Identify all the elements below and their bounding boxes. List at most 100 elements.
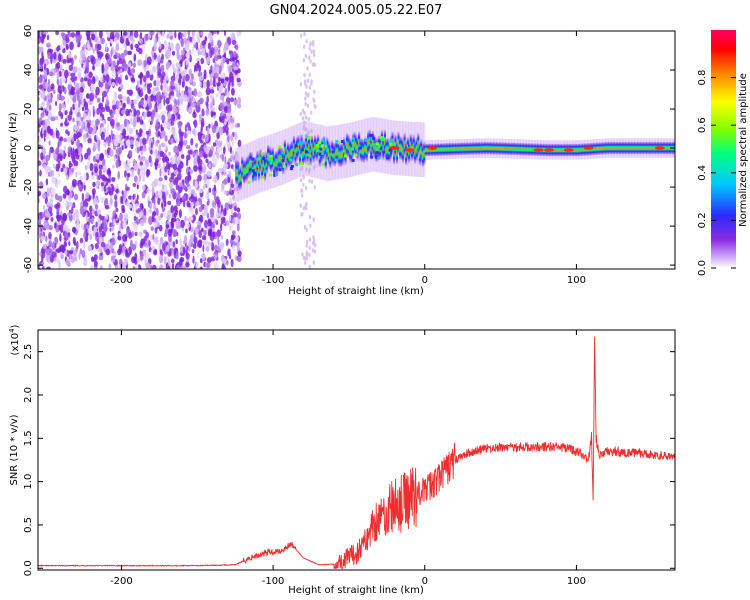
ridge-cell: [351, 147, 355, 151]
noise-cell: [210, 35, 214, 41]
ridge-core: [421, 143, 424, 168]
ridge-core: [482, 141, 485, 155]
noise-cell: [72, 202, 76, 209]
noise-cell: [199, 266, 203, 269]
streak-cell: [299, 111, 302, 117]
noise-cell: [182, 198, 186, 208]
colorbar: 0.0 0.2 0.4 0.6 0.8 Normalized spectral ampl…: [697, 30, 749, 276]
noise-cell: [179, 132, 184, 141]
ridge-core: [247, 155, 250, 179]
ridge-core: [650, 141, 653, 155]
noise-cell: [58, 53, 62, 63]
noise-cell: [102, 165, 107, 172]
streak-cell: [303, 73, 306, 78]
ridge-core: [402, 139, 405, 163]
noise-cell: [165, 61, 171, 68]
noise-cell: [218, 76, 221, 82]
noise-cell: [164, 184, 168, 193]
noise-cell: [103, 119, 106, 125]
ridge-core: [344, 141, 347, 165]
noise-cell: [173, 211, 177, 218]
noise-cell: [211, 124, 217, 134]
noise-cell: [164, 145, 167, 151]
noise-cell: [217, 205, 220, 214]
snr-frame: [37, 329, 676, 571]
noise-cell: [206, 170, 212, 178]
noise-cell: [155, 208, 159, 216]
noise-cell: [83, 258, 88, 267]
ridge-cell: [275, 173, 278, 177]
noise-cell: [201, 40, 206, 46]
ridge-cell: [364, 138, 368, 142]
noise-cell: [110, 113, 114, 119]
noise-cell: [110, 216, 113, 221]
noise-cell: [137, 132, 143, 137]
noise-cell: [148, 209, 153, 214]
noise-cell: [55, 181, 58, 188]
noise-cell: [228, 170, 232, 178]
streak-cell: [302, 206, 306, 211]
noise-cell: [76, 94, 80, 102]
noise-cell: [170, 172, 175, 180]
noise-cell: [178, 182, 183, 187]
ridge-core: [494, 142, 497, 155]
ridge-core: [664, 141, 667, 155]
ridge-cell: [295, 163, 299, 167]
noise-cell: [224, 42, 229, 51]
noise-cell: [209, 234, 215, 242]
noise-cell: [51, 241, 56, 250]
noise-cell: [98, 237, 102, 244]
noise-cell: [134, 140, 139, 147]
noise-cell: [115, 188, 119, 194]
noise-cell: [213, 193, 217, 201]
ridge-core: [260, 155, 264, 180]
noise-cell: [185, 228, 188, 234]
ridge-core: [321, 137, 324, 161]
noise-cell: [163, 200, 167, 207]
noise-cell: [123, 190, 127, 198]
ridge-core: [441, 143, 444, 156]
noise-cell: [204, 153, 208, 159]
noise-cell: [162, 156, 167, 163]
noise-cell: [197, 165, 203, 172]
noise-cell: [112, 103, 117, 111]
ridge-core: [250, 151, 253, 176]
noise-cell: [155, 38, 158, 44]
colorbar-label: Normalized spectral amplitude: [738, 73, 749, 227]
ridge-core: [439, 143, 443, 156]
ridge-core: [238, 167, 241, 191]
noise-cell: [170, 85, 176, 90]
noise-cell: [59, 155, 63, 162]
ridge-cell: [245, 170, 249, 174]
noise-cell: [211, 242, 215, 252]
noise-cell: [101, 158, 106, 167]
ridge-core: [647, 141, 650, 155]
noise-cell: [151, 186, 155, 196]
noise-cell: [218, 48, 221, 55]
ridge-core: [556, 143, 559, 157]
noise-cell: [84, 199, 88, 203]
noise-cell: [56, 46, 60, 52]
noise-cell: [112, 109, 116, 115]
noise-cell: [182, 94, 188, 102]
ridge-core: [327, 141, 330, 165]
ridge-core: [364, 136, 367, 161]
noise-cell: [79, 205, 84, 215]
ridge-cell: [278, 145, 282, 149]
ridge-core: [348, 138, 352, 162]
noise-cell: [95, 86, 100, 96]
noise-cell: [52, 163, 56, 169]
noise-cell: [166, 244, 170, 252]
noise-cell: [62, 85, 65, 92]
noise-cell: [68, 241, 71, 247]
noise-cell: [129, 139, 134, 145]
noise-cell: [221, 153, 225, 162]
ridge-cell: [318, 147, 322, 151]
ridge-cell: [269, 154, 273, 158]
noise-cell: [73, 54, 78, 61]
noise-cell: [78, 146, 83, 156]
noise-cell: [164, 135, 168, 142]
ridge-core: [486, 141, 490, 155]
ridge-core: [291, 140, 294, 165]
ridge-core: [483, 141, 487, 155]
